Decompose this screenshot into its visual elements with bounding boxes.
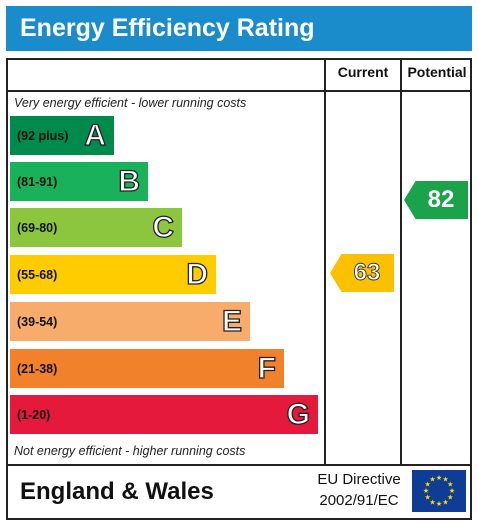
- column-divider-potential: [400, 60, 402, 464]
- band-e: (39-54) E: [10, 302, 250, 341]
- band-range: (21-38): [17, 361, 58, 376]
- directive-line-2: 2002/91/EC: [319, 492, 399, 509]
- page-title: Energy Efficiency Rating: [6, 6, 472, 51]
- band-letter: A: [84, 118, 107, 152]
- band-letter: B: [118, 164, 141, 198]
- band-a: (92 plus) A: [10, 116, 114, 155]
- band-d: (55-68) D: [10, 255, 216, 294]
- svg-text:★: ★: [425, 494, 431, 502]
- svg-text:★: ★: [447, 494, 453, 502]
- band-letter: F: [257, 351, 277, 385]
- band-g: (1-20) G: [10, 395, 318, 434]
- band-c: (69-80) C: [10, 208, 182, 247]
- svg-text:★: ★: [425, 481, 431, 489]
- svg-text:★: ★: [429, 476, 435, 484]
- header-divider: [8, 90, 472, 92]
- eu-flag-icon: ★ ★ ★ ★ ★ ★ ★ ★ ★ ★ ★ ★: [412, 470, 466, 512]
- band-range: (39-54): [17, 314, 58, 329]
- band-letter: C: [152, 210, 175, 244]
- svg-text:★: ★: [442, 476, 448, 484]
- footer-divider: [8, 464, 472, 466]
- band-range: (81-91): [17, 174, 58, 189]
- eu-directive: EU Directive 2002/91/EC: [306, 469, 412, 511]
- band-range: (92 plus): [17, 128, 69, 143]
- potential-rating-arrow: 82: [404, 181, 468, 219]
- svg-text:★: ★: [423, 487, 429, 495]
- region-label: England & Wales: [20, 478, 214, 505]
- band-letter: E: [221, 304, 242, 338]
- band-b: (81-91) B: [10, 162, 148, 201]
- band-f: (21-38) F: [10, 349, 284, 388]
- svg-text:★: ★: [449, 487, 455, 495]
- band-range: (69-80): [17, 220, 58, 235]
- efficient-note: Very energy efficient - lower running co…: [14, 96, 247, 110]
- svg-text:★: ★: [436, 500, 442, 508]
- svg-text:★: ★: [436, 474, 442, 482]
- svg-text:★: ★: [442, 498, 448, 506]
- band-range: (55-68): [17, 267, 58, 282]
- band-range: (1-20): [17, 407, 51, 422]
- svg-text:★: ★: [429, 498, 435, 506]
- rating-table: Current Potential Very energy efficient …: [6, 58, 472, 520]
- current-rating-arrow: 63: [330, 254, 394, 292]
- band-letter: G: [286, 397, 311, 431]
- inefficient-note: Not energy efficient - higher running co…: [14, 444, 246, 458]
- current-column-header: Current: [337, 64, 389, 80]
- svg-text:★: ★: [447, 481, 453, 489]
- directive-line-1: EU Directive: [317, 471, 401, 488]
- eu-stars: ★ ★ ★ ★ ★ ★ ★ ★ ★ ★ ★ ★: [423, 474, 455, 508]
- column-divider-current: [324, 60, 326, 464]
- band-letter: D: [186, 257, 209, 291]
- potential-column-header: Potential: [407, 64, 467, 80]
